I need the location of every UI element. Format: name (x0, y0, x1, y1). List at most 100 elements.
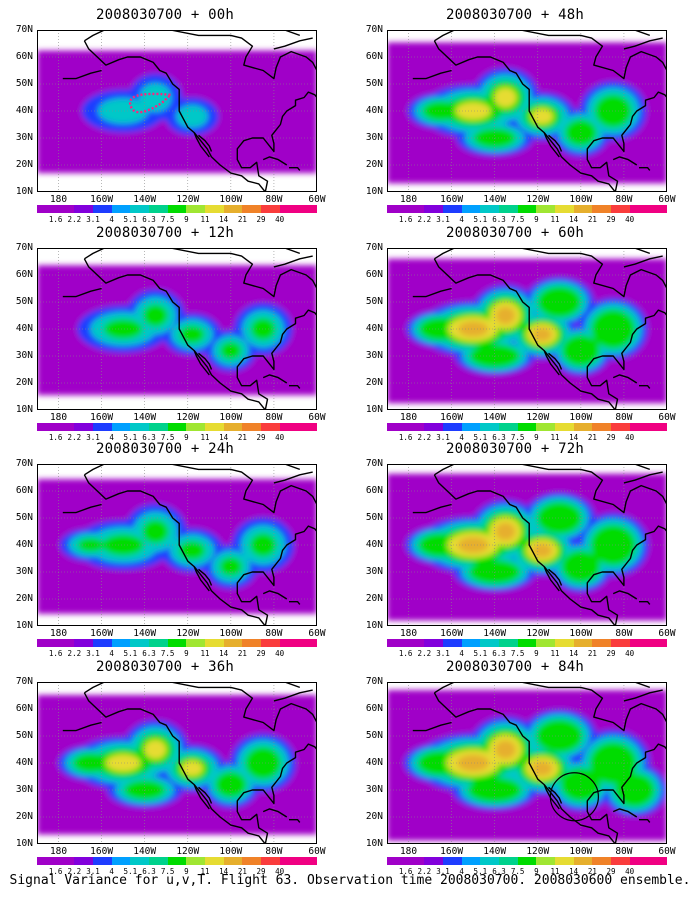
colorbar-swatch (130, 423, 150, 431)
variance-field (250, 317, 276, 341)
plot-frame (387, 248, 667, 410)
colorbar-label: 2.2 (67, 433, 82, 442)
colorbar-swatch (405, 857, 425, 865)
colorbar-swatch (55, 205, 75, 213)
y-tick-label: 60N (365, 703, 383, 714)
colorbar-label: 6.3 (492, 215, 506, 224)
colorbar-label: 9 (184, 867, 189, 876)
colorbar-label: 5.1 (473, 433, 488, 442)
y-tick-label: 60N (365, 269, 383, 280)
colorbar-swatch (37, 639, 56, 647)
flight-track (128, 92, 174, 114)
colorbar-swatch (517, 639, 537, 647)
colorbar-swatch (74, 423, 94, 431)
colorbar-label: 2.2 (67, 215, 82, 224)
coastline (193, 566, 210, 592)
variance-map (387, 464, 667, 626)
plot-frame (387, 682, 667, 844)
colorbar-swatch (499, 205, 518, 213)
x-tick-label: 160W (90, 846, 114, 857)
variance-field (103, 318, 143, 340)
colorbar-swatch (461, 639, 481, 647)
coastline (612, 590, 638, 600)
coastline (543, 566, 560, 592)
x-tick-label: 180 (399, 194, 418, 205)
colorbar-swatch (242, 639, 262, 647)
x-tick-label: 160W (440, 846, 464, 857)
colorbar-swatch (517, 423, 537, 431)
colorbar-label: 6.3 (142, 215, 156, 224)
colorbar-swatch (405, 639, 425, 647)
colorbar-label: 6.3 (492, 433, 506, 442)
colorbar-label: 40 (275, 867, 285, 876)
colorbar-label: 2.2 (417, 649, 432, 658)
coastline (434, 464, 667, 514)
colorbar-swatch (536, 857, 556, 865)
colorbar-swatch (592, 857, 612, 865)
coastline (84, 248, 317, 298)
variance-field (422, 101, 460, 121)
variance-map (387, 682, 667, 844)
colorbar-swatch (186, 857, 206, 865)
colorbar-swatch (205, 857, 224, 865)
colorbar-label: 2.2 (417, 433, 432, 442)
x-tick-label: 80W (265, 846, 283, 857)
colorbar-swatch (536, 423, 556, 431)
variance-field (181, 760, 204, 777)
colorbar-swatch (499, 423, 518, 431)
colorbar-label: 40 (625, 649, 635, 658)
coastline (639, 600, 651, 605)
variance-field (530, 108, 554, 125)
coastline (273, 689, 313, 702)
map-panel: 2008030700 + 36h 70N 60N 50N 40N 30N 20N 10N 180… (0, 659, 330, 876)
coastline (262, 808, 288, 818)
colorbar-label: 29 (606, 649, 616, 658)
variance-field (531, 761, 553, 776)
variance-map (387, 30, 667, 192)
colorbar-swatch (387, 857, 406, 865)
y-tick-label: 20N (365, 159, 383, 170)
colorbar-label: 1.6 (48, 433, 63, 442)
coastline (236, 743, 317, 844)
coastline (610, 248, 651, 255)
colorbar-label: 3.1 (86, 215, 100, 224)
colorbar-swatch (55, 639, 75, 647)
x-tick-label: 140W (133, 412, 157, 423)
y-tick-label: 50N (15, 730, 33, 741)
colorbar-label: 29 (256, 867, 266, 876)
colorbar-swatch (111, 205, 131, 213)
coastline (289, 818, 301, 823)
coastline (612, 156, 638, 166)
colorbar-label: 3.1 (86, 649, 100, 658)
panel-title: 2008030700 + 84h (445, 659, 585, 675)
colorbar-swatch (186, 205, 206, 213)
variance-field (455, 102, 491, 120)
coastline (62, 503, 102, 514)
colorbar-label: 40 (275, 215, 285, 224)
colorbar-label: 14 (569, 433, 579, 442)
colorbar-label: 1.6 (398, 215, 413, 224)
map-panel: 2008030700 + 48h 70N 60N 50N 40N 30N 20N 10N 180… (350, 7, 680, 224)
coastline (543, 132, 560, 158)
colorbar-swatch (480, 423, 500, 431)
colorbar-label: 6.3 (142, 433, 156, 442)
coastline (623, 37, 663, 50)
x-tick-label: 100W (569, 628, 593, 639)
y-tick-label: 10N (365, 620, 383, 631)
colorbar-label: 9 (534, 433, 539, 442)
x-tick-label: 80W (615, 194, 633, 205)
colorbar-label: 29 (606, 433, 616, 442)
coastline (623, 471, 663, 484)
coastline (289, 384, 301, 389)
coastline (198, 134, 213, 152)
x-tick-label: 180 (399, 628, 418, 639)
variance-field (105, 754, 141, 772)
colorbar-swatch (555, 857, 574, 865)
colorbar-label: 1.6 (398, 867, 413, 876)
y-tick-label: 40N (365, 323, 383, 334)
colorbar-swatch (573, 423, 593, 431)
coastline (62, 721, 102, 732)
colorbar-label: 9 (534, 215, 539, 224)
y-tick-label: 50N (365, 512, 383, 523)
coastline (639, 818, 651, 823)
